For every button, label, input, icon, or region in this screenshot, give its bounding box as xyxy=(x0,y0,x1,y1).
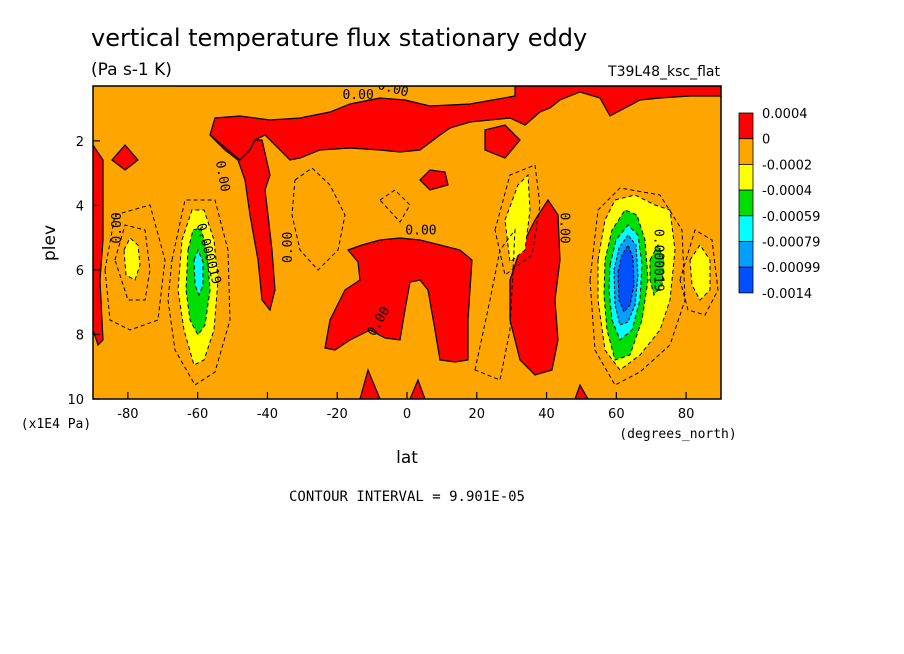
colorbar-swatch xyxy=(738,112,754,140)
colorbar-label: -0.0002 xyxy=(762,158,812,173)
dashed-contour xyxy=(679,229,719,316)
colorbar-swatch xyxy=(738,138,754,165)
y-axis-label: plev xyxy=(40,225,60,261)
x-tick-label: -20 xyxy=(327,407,348,422)
y-tick-label: 10 xyxy=(67,393,84,408)
dashed-contour xyxy=(291,167,346,271)
dashed-contour xyxy=(114,224,151,301)
blue-north-inner xyxy=(617,243,635,313)
colorbar-swatch xyxy=(738,266,754,294)
x-tick-label: -80 xyxy=(117,407,138,422)
contour-label: 0.00 xyxy=(405,224,436,239)
y-tick-label: 4 xyxy=(76,199,84,214)
dashed-contour xyxy=(474,228,516,381)
colorbar-swatch xyxy=(738,163,754,191)
region-center-core xyxy=(324,237,473,363)
dataset-label: T39L48_ksc_flat xyxy=(607,64,720,80)
colorbar-label: -0.00099 xyxy=(762,261,820,276)
region-small-center xyxy=(419,169,449,191)
x-tick-label: 40 xyxy=(538,407,555,422)
x-tick-label: 20 xyxy=(469,407,486,422)
region-small-left xyxy=(111,144,139,171)
region-center-bottom xyxy=(359,368,426,399)
y-tick-label: 6 xyxy=(76,264,84,279)
x-tick-label: -60 xyxy=(187,407,208,422)
plot-area: 0.000.000.000019 0.000.000.000.000.00 0.00… xyxy=(93,86,721,399)
contour-label: 0.00 xyxy=(342,88,373,103)
dashed-contour xyxy=(167,199,231,386)
neg-region-left xyxy=(123,237,141,281)
x-axis-label: lat xyxy=(396,448,418,468)
contour-label: 0.000019 xyxy=(651,229,666,292)
green-north-small xyxy=(649,243,665,297)
x-tick-label: 80 xyxy=(678,407,695,422)
x-axis-units: (degrees_north) xyxy=(619,427,736,442)
chart-units: (Pa s-1 K) xyxy=(91,60,172,80)
axis-layer: -80 -60 -40 -20 0 20 40 60 80 2 4 6 8 10 xyxy=(67,135,694,422)
colorbar-swatch xyxy=(738,241,754,268)
chart-title: vertical temperature flux stationary edd… xyxy=(91,24,587,52)
dashed-contours xyxy=(104,164,719,386)
contour-label: 0.00 xyxy=(110,212,125,243)
region-right-column xyxy=(509,198,561,376)
y-tick-label: 2 xyxy=(76,135,84,150)
region-right-bottom xyxy=(574,383,589,399)
colorbar-label: 0.0004 xyxy=(762,107,808,122)
colorbar-swatch xyxy=(738,189,754,217)
contour-label: 0.00 xyxy=(281,232,296,263)
colorbar-label: -0.0004 xyxy=(762,184,812,199)
region-top-band xyxy=(175,86,721,161)
y-axis-units: (x1E4 Pa) xyxy=(21,417,91,432)
region-left-column xyxy=(209,134,276,312)
contour-label: 0.00 xyxy=(212,160,232,193)
cyan-south xyxy=(193,248,204,297)
colorbar-label: -0.00079 xyxy=(762,236,820,251)
neg-region-far-right xyxy=(689,244,711,301)
x-tick-label: 0 xyxy=(403,407,411,422)
colorbar-swatch xyxy=(738,215,754,242)
x-tick-label: 60 xyxy=(608,407,625,422)
contour-label: 0.00 xyxy=(557,212,572,243)
contour-label-layer: 0.000.000.000019 0.000.000.000.000.00 0.00… xyxy=(110,86,666,339)
region-far-left xyxy=(93,143,104,347)
positive-regions xyxy=(93,86,721,399)
colorbar: 0.0004 0 -0.0002 -0.0004 -0.00059 -0.00079 -0.… xyxy=(738,107,820,302)
neg-region-mid xyxy=(504,173,531,263)
dashed-contour xyxy=(494,164,541,276)
y-tick-label: 8 xyxy=(76,328,84,343)
colorbar-label: -0.0014 xyxy=(762,287,812,302)
contour-interval: CONTOUR INTERVAL = 9.901E-05 xyxy=(289,489,525,505)
colorbar-label: -0.00059 xyxy=(762,210,820,225)
negative-blue-regions xyxy=(613,234,639,326)
colorbar-label: 0 xyxy=(762,133,770,148)
x-tick-label: -40 xyxy=(257,407,278,422)
